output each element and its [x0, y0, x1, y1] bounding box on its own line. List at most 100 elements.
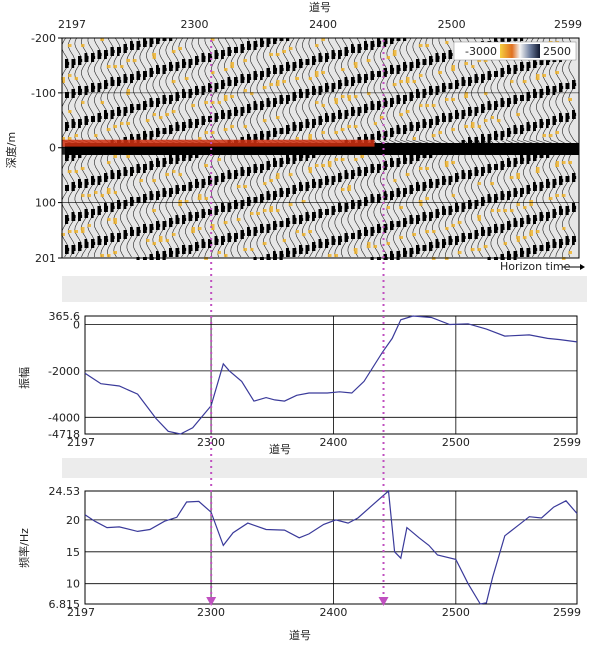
seismic-positive-lobe: [143, 134, 148, 137]
seismic-positive-lobe: [247, 104, 251, 107]
seismic-positive-lobe: [227, 176, 232, 179]
seismic-positive-lobe: [71, 158, 75, 161]
seismic-positive-lobe: [123, 113, 127, 116]
seismic-positive-lobe: [71, 122, 76, 125]
seismic-positive-lobe: [136, 164, 140, 167]
seismic-positive-lobe: [481, 227, 484, 230]
seismic-positive-lobe: [429, 86, 433, 89]
seismic-positive-lobe: [156, 65, 159, 68]
seismic-negative-lobe: [568, 98, 572, 101]
seismic-positive-lobe: [448, 182, 452, 185]
seismic-positive-lobe: [175, 158, 180, 161]
seismic-negative-lobe: [510, 80, 514, 83]
seismic-positive-lobe: [71, 95, 75, 98]
seismic-positive-lobe: [507, 254, 512, 257]
seismic-positive-lobe: [84, 239, 88, 242]
seismic-positive-lobe: [338, 209, 342, 212]
seismic-negative-lobe: [555, 161, 559, 164]
seismic-negative-lobe: [555, 131, 559, 134]
seismic-positive-lobe: [266, 191, 270, 194]
seismic-negative-lobe: [490, 116, 494, 119]
seismic-positive-lobe: [435, 143, 443, 146]
seismic-positive-lobe: [474, 167, 478, 170]
seismic-positive-lobe: [214, 236, 218, 239]
seismic-positive-lobe: [507, 221, 511, 224]
seismic-positive-lobe: [182, 128, 186, 131]
seismic-negative-lobe: [568, 251, 572, 254]
seismic-positive-lobe: [97, 182, 101, 185]
seismic-negative-lobe: [425, 104, 429, 107]
amplitude-x-tick-label: 2599: [553, 436, 581, 449]
seismic-negative-lobe: [172, 170, 176, 173]
seismic-positive-lobe: [162, 224, 167, 227]
seismic-negative-lobe: [100, 254, 104, 257]
seismic-positive-lobe: [221, 206, 226, 209]
seismic-negative-lobe: [106, 128, 111, 131]
seismic-positive-lobe: [370, 104, 375, 107]
seismic-positive-lobe: [520, 98, 524, 101]
seismic-positive-lobe: [520, 194, 523, 197]
seismic-negative-lobe: [295, 137, 299, 140]
seismic-positive-lobe: [78, 242, 82, 245]
seismic-positive-lobe: [169, 155, 172, 158]
seismic-positive-lobe: [97, 86, 102, 89]
seismic-negative-lobe: [217, 101, 221, 104]
seismic-positive-lobe: [461, 110, 466, 113]
seismic-positive-lobe: [494, 38, 498, 41]
seismic-positive-lobe: [149, 137, 153, 140]
seismic-positive-lobe: [247, 107, 252, 110]
seismic-positive-lobe: [123, 77, 128, 80]
seismic-negative-lobe: [152, 209, 156, 212]
seismic-positive-lobe: [169, 98, 174, 101]
seismic-positive-lobe: [292, 125, 297, 128]
seismic-negative-lobe: [334, 158, 338, 161]
seismic-positive-lobe: [468, 233, 472, 236]
seismic-negative-lobe: [373, 245, 377, 248]
seismic-positive-lobe: [390, 68, 395, 71]
seismic-positive-lobe: [481, 107, 486, 110]
seismic-positive-lobe: [195, 215, 200, 218]
seismic-positive-lobe: [143, 230, 147, 233]
seismic-positive-lobe: [416, 221, 420, 224]
seismic-positive-lobe: [338, 239, 343, 242]
seismic-positive-lobe: [260, 41, 265, 44]
seismic-positive-lobe: [286, 68, 290, 71]
seismic-negative-lobe: [94, 134, 98, 137]
seismic-positive-lobe: [149, 230, 153, 233]
seismic-positive-lobe: [539, 188, 543, 191]
seismic-positive-lobe: [422, 212, 426, 215]
seismic-positive-lobe: [221, 83, 226, 86]
seismic-positive-lobe: [292, 191, 296, 194]
seismic-negative-lobe: [503, 242, 507, 245]
seismic-positive-lobe: [214, 86, 219, 89]
seismic-positive-lobe: [273, 254, 278, 257]
seismic-positive-lobe: [344, 53, 348, 56]
seismic-positive-lobe: [507, 158, 510, 161]
seismic-positive-lobe: [435, 215, 439, 218]
seismic-positive-lobe: [318, 239, 322, 242]
seismic-positive-lobe: [331, 236, 335, 239]
seismic-positive-lobe: [156, 134, 160, 137]
seismic-positive-lobe: [500, 74, 504, 77]
seismic-positive-lobe: [169, 254, 173, 257]
seismic-negative-lobe: [542, 74, 546, 77]
seismic-positive-lobe: [559, 182, 563, 185]
seismic-positive-lobe: [377, 227, 382, 230]
seismic-positive-lobe: [377, 197, 382, 200]
seismic-positive-lobe: [364, 137, 369, 140]
seismic-positive-lobe: [474, 113, 478, 116]
seismic-positive-lobe: [559, 179, 564, 182]
seismic-positive-lobe: [390, 65, 393, 68]
seismic-positive-lobe: [299, 251, 303, 254]
seismic-positive-lobe: [500, 167, 504, 170]
seismic-positive-lobe: [357, 110, 362, 113]
seismic-positive-lobe: [455, 143, 463, 146]
seismic-negative-lobe: [379, 116, 384, 119]
seismic-positive-lobe: [156, 128, 160, 131]
seismic-positive-lobe: [188, 125, 193, 128]
seismic-positive-lobe: [312, 245, 317, 248]
seismic-negative-lobe: [74, 77, 78, 80]
seismic-positive-lobe: [357, 107, 362, 110]
seismic-negative-lobe: [464, 92, 468, 95]
seismic-positive-lobe: [156, 101, 161, 104]
